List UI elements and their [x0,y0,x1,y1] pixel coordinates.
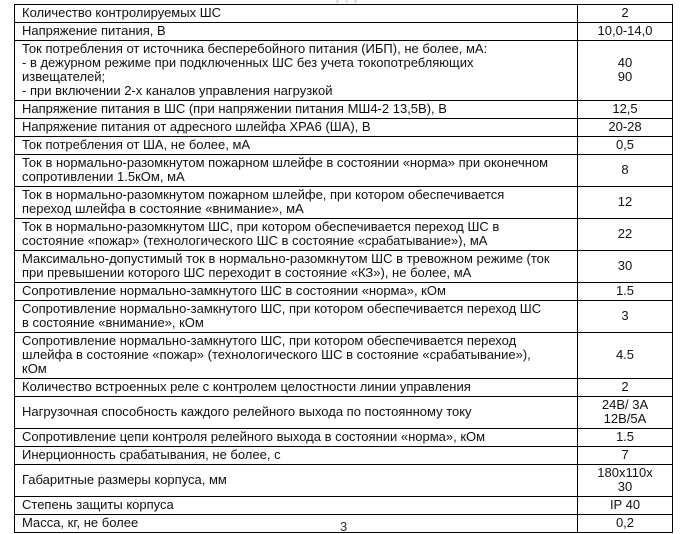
table-row: Напряжение питания от адресного шлейфа Х… [14,118,673,137]
value-cell: 10,0-14,0 [577,22,673,41]
table-row: Сопротивление нормально-замкнутого ШС, п… [14,300,673,333]
value-cell: IP 40 [577,496,673,515]
value-cell: 7 [577,446,673,465]
value-cell: 1.5 [577,428,673,447]
parameter-cell: Количество встроенных реле с контролем ц… [14,378,578,397]
table-row: Количество встроенных реле с контролем ц… [14,378,673,397]
value-cell: 24В/ 3А 12В/5А [577,396,673,429]
parameter-cell: Ток потребления от ША, не более, мА [14,136,578,155]
value-cell: 30 [577,250,673,283]
parameter-cell: Сопротивление нормально-замкнутого ШС, п… [14,300,578,333]
table-row: Напряжение питания, В 10,0-14,0 [14,22,673,41]
parameter-cell: Максимально-допустимый ток в нормально-р… [14,250,578,283]
table-row: Сопротивление цепи контроля релейного вы… [14,428,673,447]
value-cell: 12,5 [577,100,673,119]
parameter-cell: Ток потребления от источника бесперебойн… [14,40,578,101]
parameter-cell: Ток в нормально-разомкнутом ШС, при кото… [14,218,578,251]
table-row: Инерционность срабатывания, не более, с … [14,446,673,465]
parameter-cell: Ток в нормально-разомкнутом пожарном шле… [14,154,578,187]
value-cell: 1.5 [577,282,673,301]
value-cell: 2 [577,4,673,23]
table-row: Количество контролируемых ШС 2 [14,4,673,23]
parameter-cell: Количество контролируемых ШС [14,4,578,23]
clipped-text-artifact [332,0,360,3]
value-cell: 2 [577,378,673,397]
table-row: Ток потребления от источника бесперебойн… [14,40,673,101]
table-row: Напряжение питания в ШС (при напряжении … [14,100,673,119]
parameter-cell: Инерционность срабатывания, не более, с [14,446,578,465]
parameter-cell: Степень защиты корпуса [14,496,578,515]
value-cell: 8 [577,154,673,187]
value-cell: 4.5 [577,332,673,379]
spec-table: Количество контролируемых ШС 2 Напряжени… [14,4,673,533]
parameter-cell: Напряжение питания в ШС (при напряжении … [14,100,578,119]
value-cell: 22 [577,218,673,251]
value-cell: 12 [577,186,673,219]
spec-table-body: Количество контролируемых ШС 2 Напряжени… [14,4,673,533]
table-row: Ток в нормально-разомкнутом пожарном шле… [14,186,673,219]
table-row: Нагрузочная способность каждого релейног… [14,396,673,429]
page-number: 3 [340,519,348,534]
parameter-cell: Сопротивление нормально-замкнутого ШС в … [14,282,578,301]
table-row: Сопротивление нормально-замкнутого ШС в … [14,282,673,301]
parameter-cell: Нагрузочная способность каждого релейног… [14,396,578,429]
table-row: Габаритные размеры корпуса, мм 180x110x … [14,464,673,497]
table-row: Ток в нормально-разомкнутом пожарном шле… [14,154,673,187]
table-row: Максимально-допустимый ток в нормально-р… [14,250,673,283]
value-cell: 0,5 [577,136,673,155]
table-row: Ток в нормально-разомкнутом ШС, при кото… [14,218,673,251]
parameter-cell: Масса, кг, не более [14,514,578,533]
parameter-cell: Напряжение питания от адресного шлейфа Х… [14,118,578,137]
parameter-cell: Ток в нормально-разомкнутом пожарном шле… [14,186,578,219]
parameter-cell: Напряжение питания, В [14,22,578,41]
table-row: Ток потребления от ША, не более, мА 0,5 [14,136,673,155]
value-cell: 20-28 [577,118,673,137]
parameter-cell: Сопротивление нормально-замкнутого ШС, п… [14,332,578,379]
table-row: Степень защиты корпуса IP 40 [14,496,673,515]
value-cell: 180x110x 30 [577,464,673,497]
parameter-cell: Габаритные размеры корпуса, мм [14,464,578,497]
parameter-cell: Сопротивление цепи контроля релейного вы… [14,428,578,447]
value-cell: 3 [577,300,673,333]
table-row: Сопротивление нормально-замкнутого ШС, п… [14,332,673,379]
value-cell: 40 90 [577,40,673,101]
value-cell: 0,2 [577,514,673,533]
